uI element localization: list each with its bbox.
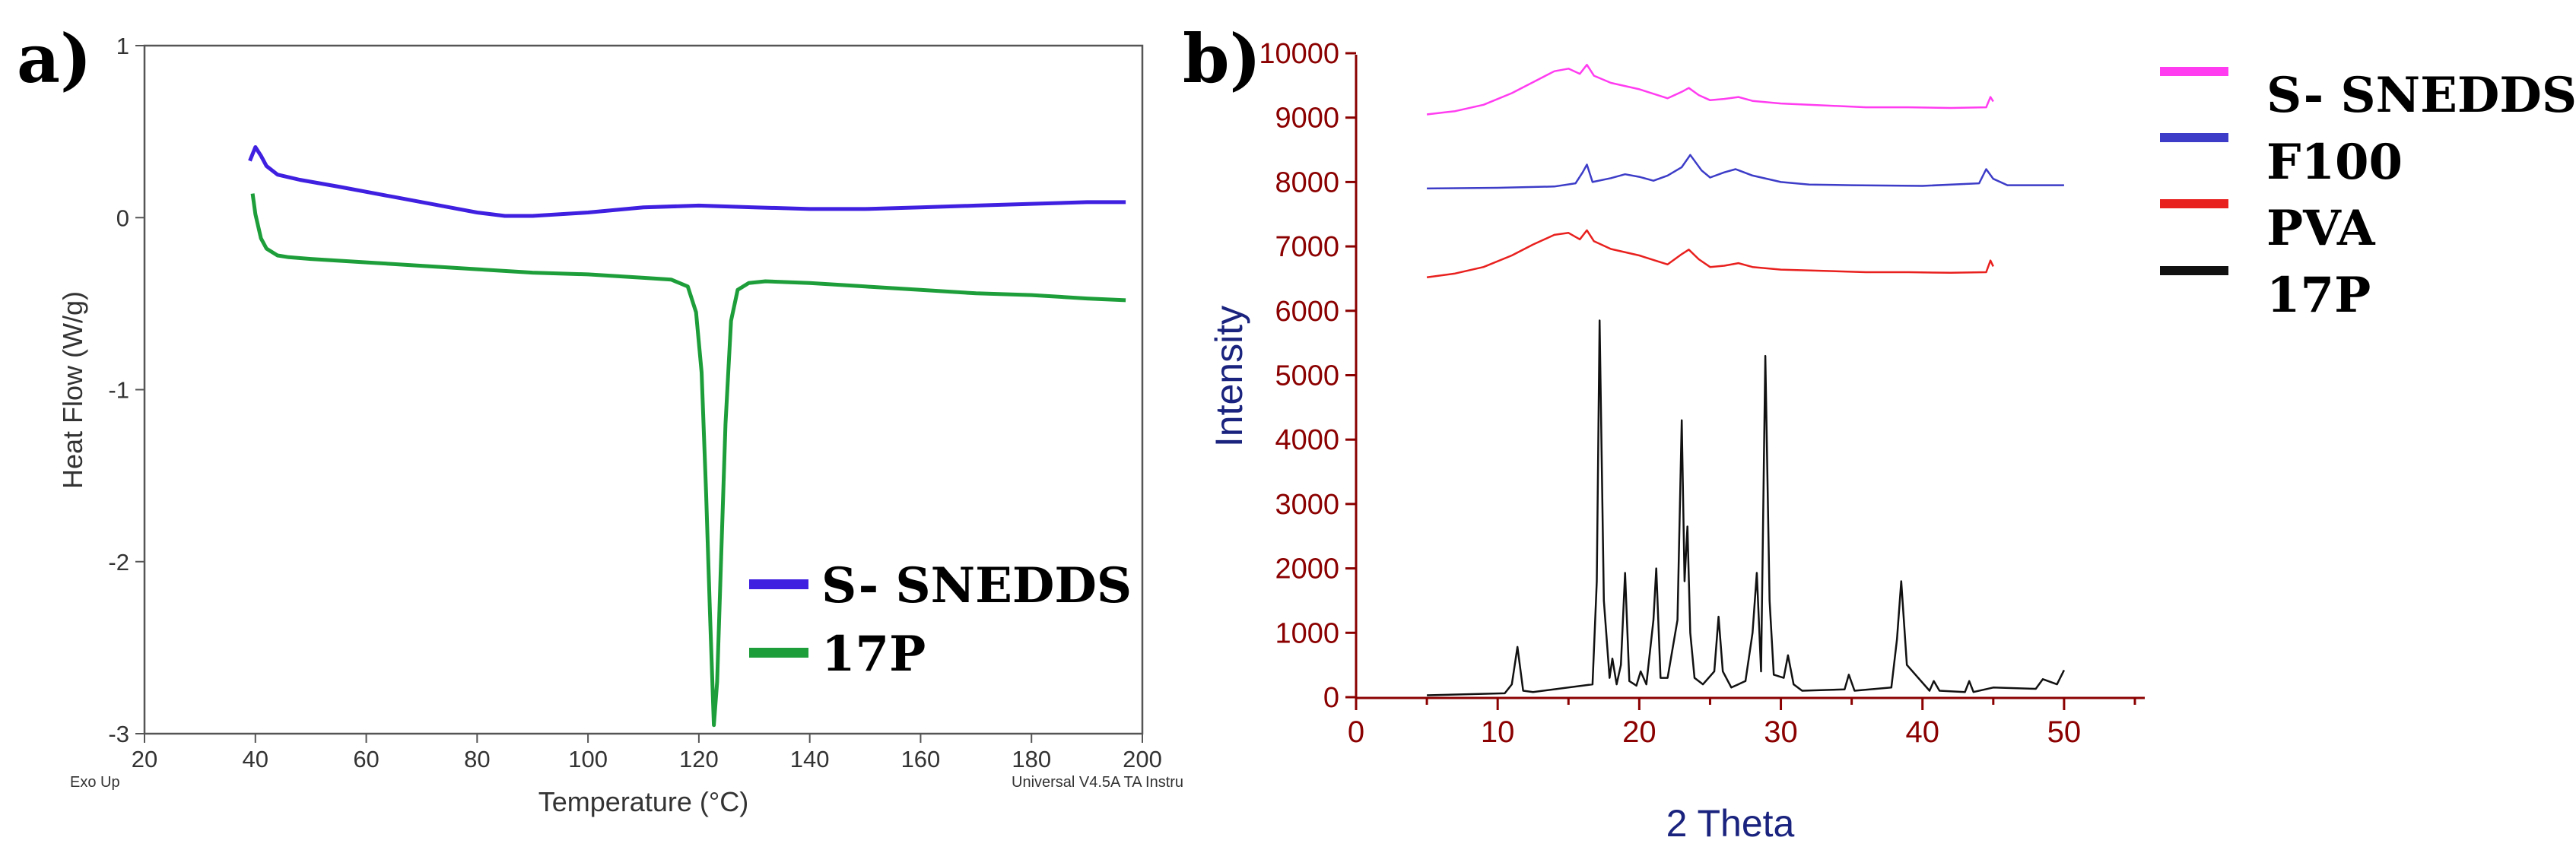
- panel-a-y-tick-label: 1: [116, 33, 129, 59]
- panel-b-x-axis-title: 2 Theta: [1666, 802, 1795, 845]
- panel-b-x-tick-label: 40: [1905, 715, 1939, 749]
- panel-b-legend: S- SNEDDS F100 PVA 17P: [2160, 67, 2576, 324]
- panel-a-y-tick-label: -2: [108, 549, 129, 576]
- panel-a-x-tick-label: 100: [568, 746, 608, 772]
- panel-b-y-tick-label: 8000: [1275, 167, 1339, 198]
- panel-a-plot-frame: [143, 44, 1144, 735]
- panel-a-y-tick-label: -3: [108, 721, 129, 747]
- panel-b-y-tick-label: 4000: [1275, 424, 1339, 456]
- panel-b-series-line-pva: [1426, 229, 1994, 279]
- panel-a-y-tick-label: 0: [116, 205, 129, 231]
- legend-swatch-s-snedds: [2160, 67, 2228, 76]
- panel-b-x-tick-label: 0: [1348, 715, 1364, 749]
- panel-a-x-tick-label: 140: [790, 746, 830, 772]
- panel-b-x-tick-label: 30: [1764, 715, 1798, 749]
- panel-b-y-tick-label: 1000: [1275, 617, 1339, 649]
- panel-a-series-line-17p: [250, 193, 1126, 728]
- instrument-label: Universal V4.5A TA Instru: [1012, 774, 1183, 791]
- panel-a-letter: a): [17, 19, 92, 98]
- panel-b-letter: b): [1183, 19, 1261, 98]
- panel-b-xrd-chart: b) 0 1000 2000 3000 4000 5000 6000 7000 8000 9000…: [1183, 19, 2576, 845]
- panel-b-series-line-f100: [1427, 154, 2064, 190]
- legend-label-s-snedds: S- SNEDDS: [821, 557, 1132, 614]
- legend-label-f100: F100: [2266, 134, 2403, 191]
- panel-b-series-line-17p: [1427, 319, 2066, 696]
- panel-a-series-line-s-snedds: [248, 145, 1126, 218]
- legend-swatch-17p: [749, 648, 808, 658]
- panel-b-y-tick-label: 9000: [1275, 103, 1339, 135]
- panel-a-x-tick-label: 200: [1123, 746, 1162, 772]
- panel-b-x-tick-label: 20: [1622, 715, 1656, 749]
- panel-a-x-tick-label: 160: [901, 746, 941, 772]
- panel-b-y-tick-label: 3000: [1275, 489, 1339, 521]
- legend-swatch-pva: [2160, 199, 2228, 208]
- panel-b-x-ticks: 0 10 20 30 40 50: [1348, 698, 2136, 749]
- panel-a-y-ticks: 1 0 -1 -2 -3: [108, 33, 145, 747]
- panel-a-y-tick-label: -1: [108, 377, 129, 404]
- legend-label-17p: 17P: [2266, 267, 2371, 324]
- panel-a-x-tick-label: 180: [1012, 746, 1051, 772]
- panel-a-x-ticks: 20 40 60 80 100 120 140 160 180 200: [132, 734, 1162, 772]
- panel-b-y-axis-title: Intensity: [1208, 306, 1250, 447]
- panel-a-x-tick-label: 120: [679, 746, 719, 772]
- legend-label-pva: PVA: [2266, 200, 2376, 257]
- panel-b-series-line-s-snedds: [1426, 63, 1994, 116]
- panel-b-y-tick-label: 2000: [1275, 553, 1339, 585]
- panel-a-x-tick-label: 60: [353, 746, 379, 772]
- panel-b-series: [1426, 63, 2066, 696]
- panel-a-y-axis-title: Heat Flow (W/g): [57, 291, 88, 489]
- exo-up-label: Exo Up: [70, 774, 120, 791]
- panel-b-x-tick-label: 50: [2047, 715, 2082, 749]
- panel-b-y-tick-label: 0: [1323, 682, 1339, 714]
- legend-swatch-s-snedds: [749, 579, 808, 589]
- panel-a-x-axis-title: Temperature (°C): [538, 786, 748, 817]
- panel-b-y-ticks: 0 1000 2000 3000 4000 5000 6000 7000 8000 9000 100…: [1259, 38, 1356, 714]
- panel-a-x-tick-label: 20: [132, 746, 157, 772]
- panel-a-legend: S- SNEDDS 17P: [749, 557, 1132, 683]
- panel-a-series: [248, 145, 1126, 728]
- legend-swatch-17p: [2160, 266, 2228, 275]
- panel-a-x-tick-label: 80: [464, 746, 490, 772]
- panel-b-y-tick-label: 6000: [1275, 296, 1339, 328]
- panel-a-dsc-chart: a) 1 0 -1 -2 -3 20 40 60 80 100 120 140 160 180 200 H…: [17, 19, 1183, 817]
- legend-label-s-snedds: S- SNEDDS: [2266, 67, 2576, 124]
- legend-swatch-f100: [2160, 133, 2228, 142]
- panel-b-y-tick-label: 10000: [1259, 38, 1339, 70]
- legend-label-17p: 17P: [821, 626, 926, 683]
- panel-b-y-tick-label: 7000: [1275, 231, 1339, 263]
- panel-b-x-tick-label: 10: [1481, 715, 1515, 749]
- panel-b-y-tick-label: 5000: [1275, 360, 1339, 392]
- panel-a-x-tick-label: 40: [243, 746, 268, 772]
